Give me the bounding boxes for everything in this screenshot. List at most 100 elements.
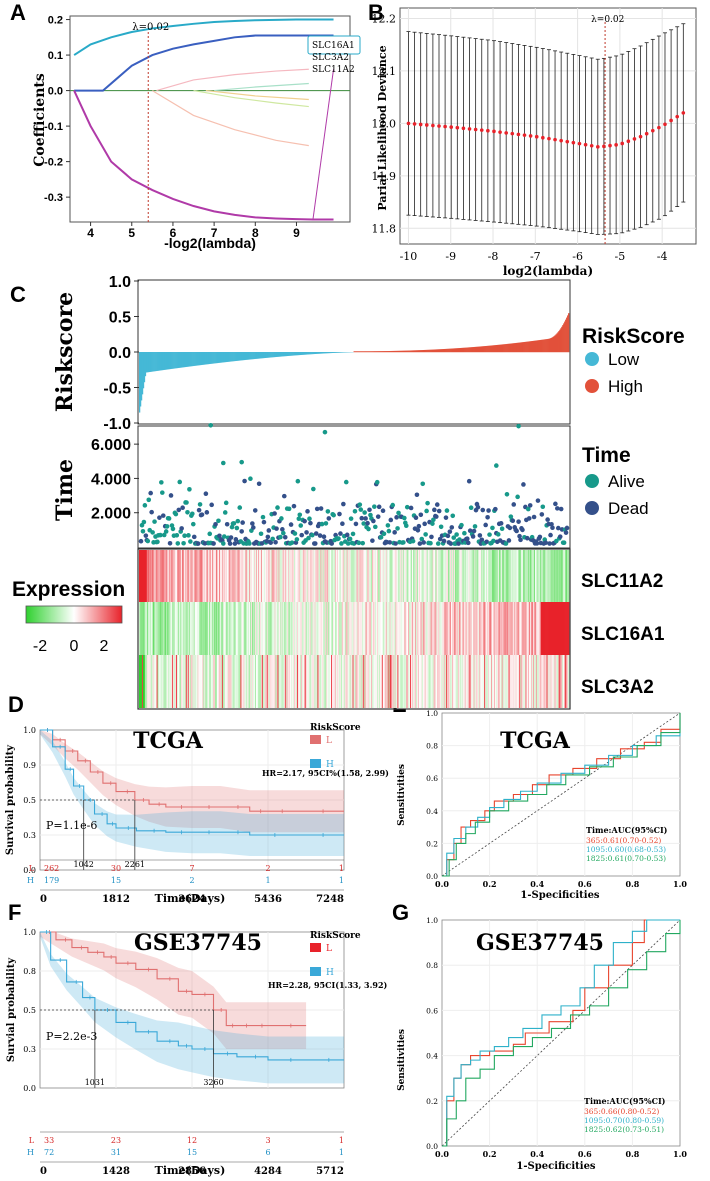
time-dot-alive bbox=[188, 539, 193, 544]
heatmap-cell bbox=[232, 550, 234, 602]
panel-b-xtick-label: -4 bbox=[657, 250, 668, 263]
heatmap-cell bbox=[404, 602, 406, 655]
heatmap-cell bbox=[466, 602, 468, 655]
heatmap-cell bbox=[321, 550, 323, 602]
heatmap-cell bbox=[332, 655, 334, 708]
heatmap-cell bbox=[450, 550, 452, 602]
heatmap-cell bbox=[468, 655, 470, 708]
heatmap-cell bbox=[331, 550, 333, 602]
heatmap-cell bbox=[456, 550, 459, 602]
time-dot-dead bbox=[436, 508, 442, 514]
heatmap-cell bbox=[417, 550, 420, 602]
heatmap-cell bbox=[312, 655, 314, 708]
time-dot-alive bbox=[150, 530, 155, 535]
riskscore-bar bbox=[388, 351, 390, 353]
heatmap-cell bbox=[409, 550, 411, 602]
time-dot-dead bbox=[213, 522, 218, 527]
heatmap-cell bbox=[499, 550, 502, 602]
heatmap-cell bbox=[268, 602, 271, 655]
heatmap-cell bbox=[519, 602, 521, 655]
heatmap-cell bbox=[470, 602, 472, 655]
heatmap-cell bbox=[432, 550, 434, 602]
heatmap-cell bbox=[243, 550, 245, 602]
time-dot-dead bbox=[525, 535, 530, 541]
heatmap-cell bbox=[400, 655, 402, 708]
heatmap-cell bbox=[268, 550, 271, 602]
heatmap-cell bbox=[517, 655, 519, 708]
heatmap-cell bbox=[467, 602, 469, 655]
roc-xtick-label: 0.0 bbox=[435, 879, 449, 889]
heatmap-cell bbox=[382, 602, 385, 655]
heatmap-cell bbox=[168, 602, 170, 655]
heatmap-cell bbox=[318, 655, 320, 708]
heatmap-cell bbox=[296, 655, 299, 708]
heatmap-cell bbox=[354, 550, 356, 602]
heatmap-cell bbox=[364, 655, 366, 708]
heatmap-cell bbox=[480, 602, 482, 655]
time-dot-alive bbox=[231, 521, 237, 526]
heatmap-cell bbox=[550, 602, 552, 655]
riskscore-bar bbox=[377, 351, 380, 353]
heatmap-cell bbox=[556, 602, 558, 655]
heatmap-cell bbox=[492, 655, 495, 708]
heatmap-cell bbox=[260, 602, 263, 655]
heatmap-cell bbox=[304, 550, 307, 602]
heatmap-cell bbox=[432, 655, 434, 708]
riskscore-bar bbox=[306, 352, 308, 355]
heatmap-cell bbox=[282, 550, 284, 602]
riskscore-bar bbox=[271, 352, 273, 358]
time-dot-alive bbox=[140, 528, 146, 534]
time-dot-dead bbox=[484, 539, 489, 545]
heatmap-cell bbox=[183, 655, 186, 708]
heatmap-cell bbox=[390, 655, 392, 708]
heatmap-cell bbox=[347, 550, 349, 602]
panel-a-ylabel: Coefficients bbox=[32, 73, 48, 167]
heatmap-cell bbox=[392, 602, 394, 655]
heatmap-cell bbox=[568, 550, 570, 602]
panel-a-xtick-label: 4 bbox=[87, 226, 94, 240]
panel-b-point bbox=[492, 129, 496, 134]
heatmap-cell bbox=[543, 550, 545, 602]
heatmap-cell bbox=[530, 550, 533, 602]
heatmap-cell bbox=[548, 602, 550, 655]
time-dot-dead bbox=[550, 525, 555, 531]
heatmap-cell bbox=[463, 550, 466, 602]
heatmap-cell bbox=[231, 550, 233, 602]
riskscore-bar bbox=[414, 350, 417, 353]
riskscore-bar bbox=[199, 352, 201, 366]
heatmap-cell bbox=[344, 602, 347, 655]
time-dot-alive bbox=[457, 537, 462, 542]
time-dot-dead bbox=[250, 521, 255, 526]
heatmap-cell bbox=[245, 550, 247, 602]
riskscore-bar bbox=[308, 352, 310, 355]
riskscore-bar bbox=[299, 352, 302, 356]
panel-a-legend-slc3a2: SLC3A2 bbox=[312, 53, 349, 63]
heatmap-cell bbox=[255, 602, 257, 655]
heatmap-cell bbox=[295, 550, 297, 602]
heatmap-cell bbox=[438, 655, 440, 708]
heatmap-cell bbox=[391, 602, 393, 655]
risk-value-l: 262 bbox=[44, 864, 59, 873]
heatmap-cell bbox=[423, 655, 426, 708]
heatmap-cell bbox=[229, 550, 232, 602]
time-dot-alive bbox=[508, 514, 514, 519]
time-dot-dead bbox=[507, 525, 513, 531]
time-dot-dead bbox=[548, 532, 553, 538]
heatmap-cell bbox=[451, 550, 454, 602]
heatmap-cell bbox=[519, 550, 521, 602]
riskscore-bar bbox=[412, 350, 414, 353]
riskscore-bar bbox=[182, 352, 185, 368]
riskscore-bar bbox=[450, 348, 452, 353]
riskscore-bar bbox=[503, 344, 505, 353]
heatmap-cell bbox=[164, 602, 166, 655]
time-dot-dead bbox=[516, 519, 521, 524]
heatmap-cell bbox=[215, 602, 217, 655]
heatmap-cell bbox=[499, 655, 502, 708]
heatmap-cell bbox=[243, 655, 245, 708]
riskscore-bar bbox=[508, 343, 510, 353]
heatmap-cell bbox=[219, 655, 222, 708]
heatmap-cell bbox=[482, 655, 484, 708]
heatmap-cell bbox=[309, 550, 311, 602]
heatmap-cell bbox=[261, 655, 264, 708]
heatmap-cell bbox=[161, 550, 163, 602]
